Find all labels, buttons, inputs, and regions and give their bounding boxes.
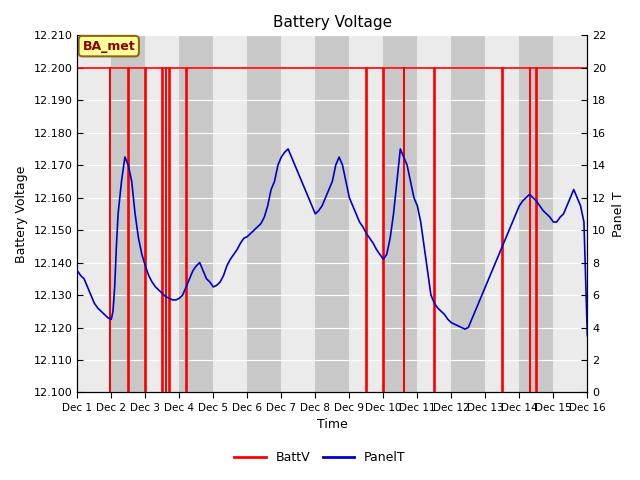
Bar — [383, 36, 417, 393]
Y-axis label: Panel T: Panel T — [612, 191, 625, 237]
X-axis label: Time: Time — [317, 419, 348, 432]
Bar — [451, 36, 485, 393]
Text: BA_met: BA_met — [83, 40, 135, 53]
Bar — [247, 36, 282, 393]
Title: Battery Voltage: Battery Voltage — [273, 15, 392, 30]
Bar — [179, 36, 213, 393]
Legend: BattV, PanelT: BattV, PanelT — [229, 446, 411, 469]
Bar — [111, 36, 145, 393]
Bar — [316, 36, 349, 393]
Y-axis label: Battery Voltage: Battery Voltage — [15, 165, 28, 263]
Bar — [519, 36, 554, 393]
